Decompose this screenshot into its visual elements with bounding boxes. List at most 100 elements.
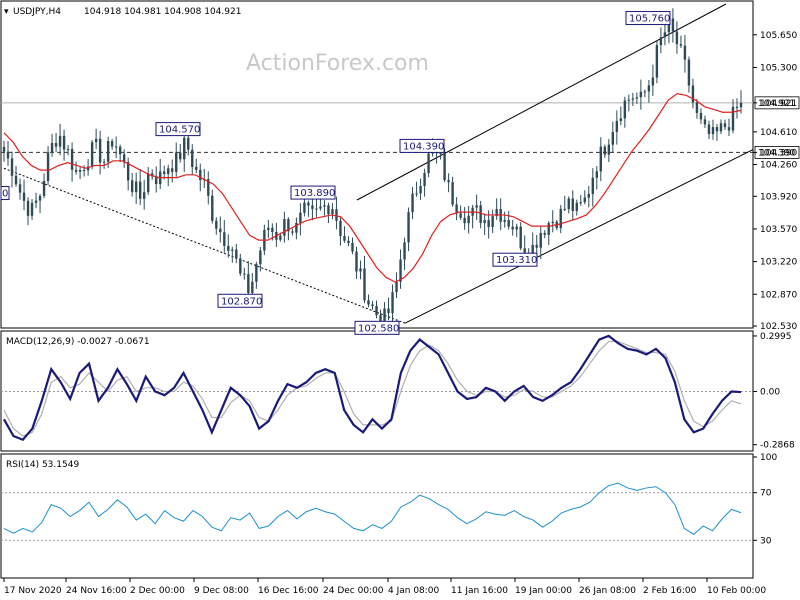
candle-body (375, 306, 378, 316)
candle-body (311, 205, 314, 209)
candle-body (591, 177, 594, 195)
candle-body (571, 198, 574, 211)
candle-body (399, 259, 402, 282)
candle-body (651, 77, 655, 86)
price-axis-tick-label: 102.530 (760, 322, 797, 332)
candle-body (439, 153, 442, 155)
candle-body (575, 202, 578, 211)
candle-body (611, 131, 615, 145)
candle-body (723, 123, 727, 128)
candle-body (539, 232, 542, 248)
candle-body (315, 208, 318, 210)
candle-body (183, 137, 186, 160)
candle-body (2, 146, 6, 152)
candle-body (695, 102, 699, 113)
candle-body (643, 91, 647, 93)
price-annotation-label: 104.390 (403, 141, 444, 152)
rsi-axis-tick-label: 70 (760, 489, 772, 499)
candle-body (98, 138, 102, 163)
candle-body (327, 205, 330, 215)
candle-body (146, 173, 150, 193)
candle-body (155, 176, 158, 185)
candle-body (475, 205, 478, 208)
candle-body (671, 18, 675, 32)
candle-body (255, 264, 258, 282)
price-annotation-box (625, 11, 671, 26)
macd-axis-tick-label: 0.2995 (760, 332, 792, 342)
candle-body (491, 216, 494, 227)
candle-body (299, 212, 302, 223)
candle-body (711, 127, 715, 135)
candle-body (447, 180, 450, 183)
candle-body (251, 281, 254, 294)
candle-body (735, 106, 739, 108)
candle-body (191, 149, 194, 167)
candle-body (495, 209, 498, 217)
time-axis-tick-label: 19 Jan 00:00 (515, 586, 572, 596)
candle-body (391, 292, 394, 314)
time-axis-tick-label: 17 Nov 2020 (4, 586, 62, 596)
time-axis-tick-label: 9 Dec 08:00 (194, 586, 249, 596)
candle-body (247, 273, 250, 294)
candle-body (515, 226, 518, 230)
time-axis-tick-label: 4 Jan 08:00 (388, 586, 440, 596)
price-axis-tick-label: 103.220 (760, 258, 797, 268)
candle-body (443, 153, 446, 181)
partial-annotation-box (0, 186, 10, 201)
candle-body (739, 102, 743, 108)
candle-body (371, 304, 374, 307)
price-annotation-label: 102.580 (358, 323, 399, 334)
grid-layer (1, 102, 753, 153)
candle-body (639, 91, 643, 98)
candle-body (387, 308, 390, 314)
candle-body (359, 268, 362, 272)
support-tag-label: 104.390 (758, 148, 795, 158)
candle-body (719, 123, 723, 132)
candle-body (607, 144, 611, 155)
macd-title: MACD(12,26,9) -0.0027 -0.0671 (6, 337, 150, 347)
time-axis-tick-label: 2 Dec 00:00 (130, 586, 185, 596)
candle-body (355, 251, 358, 272)
price-annotation-label: 102.870 (221, 296, 262, 307)
rsi-title: RSI(14) 53.1549 (6, 460, 79, 470)
candle-body (331, 209, 334, 215)
candle-body (523, 248, 526, 253)
candle-body (259, 250, 262, 265)
candle-body (243, 273, 246, 275)
candle-body (74, 169, 78, 172)
candle-body (583, 197, 586, 203)
candle-body (46, 152, 50, 182)
candle-body (347, 240, 350, 244)
candle-body (66, 148, 70, 150)
candle-body (531, 244, 534, 259)
candle-body (547, 223, 550, 235)
time-axis-tick-label: 2 Feb 16:00 (643, 586, 697, 596)
candle-body (559, 208, 562, 229)
candle-body (219, 228, 222, 233)
candle-body (335, 209, 338, 221)
time-axis-tick-label: 24 Nov 16:00 (66, 586, 127, 596)
candle-body (6, 151, 10, 159)
candle-body (407, 212, 410, 243)
candle-body (615, 120, 619, 132)
candle-body (579, 202, 582, 204)
candle-body (26, 200, 30, 216)
candle-body (679, 44, 683, 46)
candle-body (179, 152, 182, 160)
candle-body (519, 226, 522, 249)
candle-body (351, 243, 354, 252)
time-axis-tick-label: 24 Dec 00:00 (323, 586, 384, 596)
candle-body (167, 168, 170, 174)
candle-body (667, 18, 671, 33)
current-price-tag-label: 104.921 (758, 99, 795, 109)
candle-body (563, 208, 566, 210)
candle-body (603, 146, 607, 155)
price-annotation-label: 105.760 (629, 14, 670, 25)
chart-symbol: USDJPY,H4 (13, 7, 61, 17)
price-axis-tick-label: 103.570 (760, 225, 797, 235)
candle-body (271, 227, 274, 232)
candle-body (62, 135, 66, 150)
rsi-panel (0, 453, 754, 579)
candle-body (623, 100, 627, 119)
